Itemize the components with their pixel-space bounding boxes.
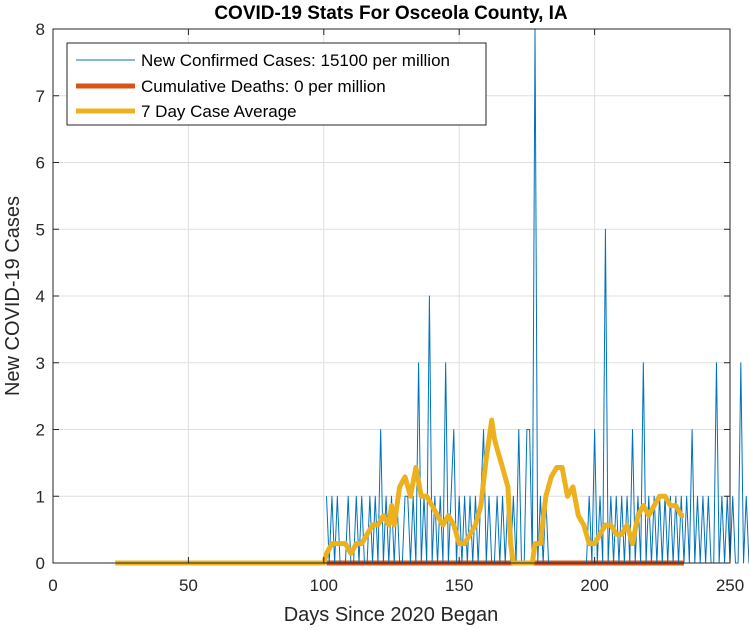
x-tick-label: 150 — [445, 576, 473, 595]
legend-box — [66, 42, 487, 126]
y-tick-label: 8 — [36, 20, 45, 39]
y-tick-label: 2 — [36, 421, 45, 440]
chart-title: COVID-19 Stats For Osceola County, IA — [214, 3, 568, 24]
y-tick-label: 7 — [36, 87, 45, 106]
x-tick-label: 200 — [580, 576, 608, 595]
y-tick-label: 1 — [36, 487, 45, 506]
legend-entry: New Confirmed Cases: 15100 per million — [141, 51, 450, 70]
legend-entry: 7 Day Case Average — [141, 102, 297, 121]
y-tick-label: 0 — [36, 554, 45, 573]
y-tick-label: 3 — [36, 354, 45, 373]
x-axis-label: Days Since 2020 Began — [284, 604, 499, 626]
legend: New Confirmed Cases: 15100 per million Cu… — [66, 42, 487, 126]
x-tick-label: 50 — [179, 576, 198, 595]
y-tick-label: 4 — [36, 287, 45, 306]
axis-ticks: 0 50 100 150 200 250 0 1 2 3 4 5 6 7 8 — [36, 20, 745, 595]
x-tick-label: 0 — [48, 576, 57, 595]
y-tick-label: 6 — [36, 154, 45, 173]
y-tick-label: 5 — [36, 220, 45, 239]
x-tick-label: 250 — [716, 576, 744, 595]
x-tick-label: 100 — [310, 576, 338, 595]
legend-entry: Cumulative Deaths: 0 per million — [141, 77, 386, 96]
y-axis-label: New COVID-19 Cases — [2, 196, 24, 396]
series-line-2 — [115, 417, 684, 566]
